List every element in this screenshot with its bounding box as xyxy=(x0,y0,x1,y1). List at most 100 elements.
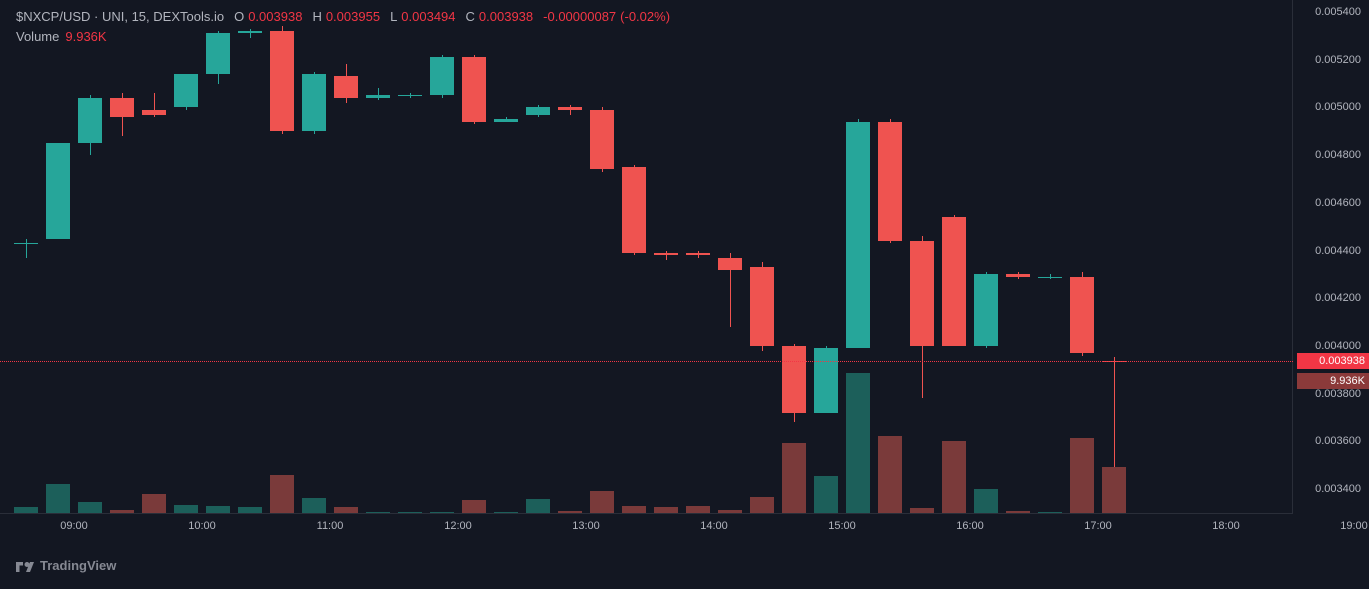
x-axis-tick: 18:00 xyxy=(1212,520,1240,532)
candle-body xyxy=(622,167,646,253)
candle-body xyxy=(846,122,870,349)
volume-bar xyxy=(622,506,646,513)
y-axis-tick: 0.004800 xyxy=(1315,149,1361,161)
volume-label: Volume xyxy=(16,28,59,46)
y-axis-tick: 0.004600 xyxy=(1315,197,1361,209)
volume-bar xyxy=(782,443,806,513)
candle-body xyxy=(814,348,838,412)
volume-bar xyxy=(846,373,870,513)
candle-body xyxy=(494,119,518,121)
candle-body xyxy=(1038,277,1062,278)
candle-wick xyxy=(26,239,27,258)
tradingview-logo-icon xyxy=(16,560,34,572)
y-axis-tick: 0.003800 xyxy=(1315,388,1361,400)
volume-bar xyxy=(750,497,774,513)
candle-body xyxy=(654,253,678,255)
chart-container: $NXCP/USD · UNI, 15, DEXTools.io O0.0039… xyxy=(0,0,1369,545)
volume-bar xyxy=(1038,512,1062,513)
candle-body xyxy=(398,95,422,96)
candle-body xyxy=(1070,277,1094,353)
volume-bar xyxy=(814,476,838,513)
volume-bar xyxy=(878,436,902,513)
volume-bar xyxy=(174,505,198,513)
candle-body xyxy=(142,110,166,115)
x-axis-tick: 10:00 xyxy=(188,520,216,532)
volume-bar xyxy=(462,500,486,513)
volume-value: 9.936K xyxy=(65,28,106,46)
candle-body xyxy=(686,253,710,255)
volume-bar xyxy=(494,512,518,513)
candle-body xyxy=(878,122,902,241)
volume-bar xyxy=(526,499,550,513)
volume-bar xyxy=(302,498,326,513)
last-price-line xyxy=(0,361,1293,362)
change-abs: -0.00000087 xyxy=(543,8,616,26)
volume-axis-tag: 9.936K xyxy=(1297,373,1369,389)
x-axis-tick: 09:00 xyxy=(60,520,88,532)
candle-body xyxy=(718,258,742,270)
x-axis-tick: 16:00 xyxy=(956,520,984,532)
y-axis-tick: 0.005400 xyxy=(1315,6,1361,18)
symbol-label[interactable]: $NXCP/USD · UNI, 15, DEXTools.io xyxy=(16,8,224,26)
chart-footer: TradingView xyxy=(16,558,116,573)
volume-bar xyxy=(78,502,102,513)
volume-bar xyxy=(238,507,262,513)
candle-wick xyxy=(378,88,379,100)
volume-bar xyxy=(430,512,454,513)
candle-body xyxy=(46,143,70,238)
ohlc-h-value: 0.003955 xyxy=(326,8,380,26)
volume-bar xyxy=(718,510,742,513)
x-axis-tick: 14:00 xyxy=(700,520,728,532)
ohlc-o-value: 0.003938 xyxy=(248,8,302,26)
candle-body xyxy=(462,57,486,121)
x-axis-tick: 15:00 xyxy=(828,520,856,532)
y-axis-tick: 0.004200 xyxy=(1315,292,1361,304)
x-axis-tick: 17:00 xyxy=(1084,520,1112,532)
x-axis-tick: 19:00 xyxy=(1340,520,1368,532)
y-axis-tick: 0.005000 xyxy=(1315,101,1361,113)
y-axis-tick: 0.005200 xyxy=(1315,54,1361,66)
volume-bar xyxy=(686,506,710,513)
volume-bar xyxy=(398,512,422,513)
candle-body xyxy=(910,241,934,346)
x-axis-tick: 13:00 xyxy=(572,520,600,532)
tradingview-brand[interactable]: TradingView xyxy=(40,558,116,573)
candle-body xyxy=(302,74,326,131)
volume-bar xyxy=(1006,511,1030,513)
volume-bar xyxy=(366,512,390,513)
ohlc-c-label: C xyxy=(466,8,475,26)
candle-body xyxy=(590,110,614,170)
x-axis-tick: 11:00 xyxy=(317,520,344,532)
volume-bar xyxy=(142,494,166,513)
price-axis[interactable]: 0.005400 0.005200 0.005000 0.004800 0.004600… xyxy=(1293,0,1369,513)
time-axis[interactable]: 09:00 10:00 11:00 12:00 13:00 14:00 15:00 16:00… xyxy=(0,513,1293,545)
candle-body xyxy=(366,95,390,97)
ohlc-o-label: O xyxy=(234,8,244,26)
y-axis-tick: 0.003400 xyxy=(1315,483,1361,495)
y-axis-tick: 0.004400 xyxy=(1315,245,1361,257)
candle-body xyxy=(782,346,806,413)
candle-body xyxy=(110,98,134,117)
last-price-tag: 0.003938 xyxy=(1297,353,1369,369)
ohlc-h-label: H xyxy=(312,8,321,26)
candle-body xyxy=(78,98,102,143)
change-pct: (-0.02%) xyxy=(620,8,670,26)
candle-body xyxy=(526,107,550,114)
volume-bar xyxy=(270,475,294,513)
candle-body xyxy=(270,31,294,131)
candle-body xyxy=(430,57,454,95)
chart-header: $NXCP/USD · UNI, 15, DEXTools.io O0.0039… xyxy=(16,8,670,46)
volume-bar xyxy=(1102,467,1126,513)
candle-body xyxy=(334,76,358,97)
ohlc-l-value: 0.003494 xyxy=(401,8,455,26)
volume-bar xyxy=(590,491,614,513)
volume-bar xyxy=(14,507,38,513)
ohlc-c-value: 0.003938 xyxy=(479,8,533,26)
ohlc-l-label: L xyxy=(390,8,397,26)
candle-wick xyxy=(1114,357,1115,467)
x-axis-tick: 12:00 xyxy=(444,520,472,532)
volume-bar xyxy=(942,441,966,513)
chart-plot-area[interactable] xyxy=(0,0,1293,513)
volume-bar xyxy=(334,507,358,513)
volume-bar xyxy=(910,508,934,513)
